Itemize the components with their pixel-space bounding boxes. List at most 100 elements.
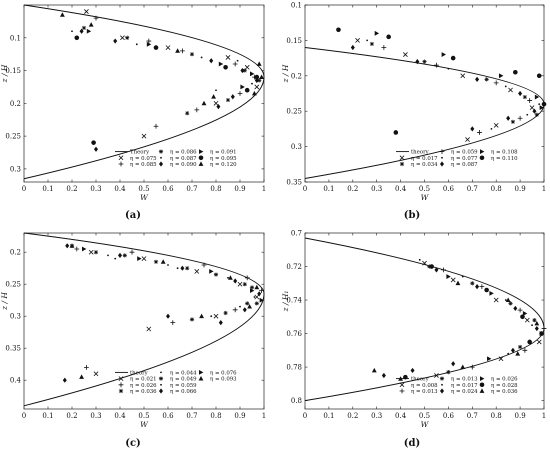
data-point [489, 290, 494, 296]
data-point [539, 105, 545, 111]
legend-marker [439, 376, 445, 381]
data-series [81, 25, 262, 116]
data-point [122, 253, 127, 258]
legend-entry-label: η = 0.017 [411, 156, 438, 162]
legend-marker [399, 382, 405, 388]
legend-marker [159, 161, 163, 167]
x-tick-label: 1 [262, 412, 266, 420]
legend-entry-label: η = 0.013 [411, 389, 438, 395]
data-point [209, 269, 214, 274]
legend-marker [441, 383, 443, 386]
data-point [465, 137, 470, 142]
x-tick-label: 0.7 [467, 412, 478, 420]
data-point [180, 265, 185, 271]
legend-marker [118, 161, 124, 167]
data-point [236, 59, 239, 62]
data-series [84, 9, 260, 139]
data-point [374, 30, 380, 36]
x-axis-label: W [140, 193, 149, 202]
data-point [79, 374, 84, 379]
legend-marker [479, 382, 485, 388]
data-series [74, 35, 260, 145]
chart-panel-1: 0 0.1 0.2 0.3 0.4 0.5 0.6 0.7 0.8 0.9 1 0.1 0.15 0.2 0… [0, 4, 266, 221]
data-point [170, 320, 176, 325]
data-point [153, 123, 159, 129]
legend-marker [198, 155, 204, 161]
data-point [259, 297, 264, 303]
x-tick-label: 0.4 [114, 412, 126, 420]
data-point [251, 82, 253, 85]
legend-entry-label: η = 0.059 [451, 150, 478, 156]
data-point [244, 87, 250, 93]
legend-entry-label: η = 0.021 [130, 377, 157, 383]
data-point [427, 264, 432, 269]
data-point [245, 301, 250, 306]
data-point [180, 48, 185, 54]
data-series [355, 38, 535, 142]
x-tick-label: 0.8 [491, 185, 502, 193]
data-point [493, 80, 499, 86]
data-point [194, 269, 200, 274]
chart-panel-3: 0 0.1 0.2 0.3 0.4 0.5 0.6 0.7 0.8 0.9 1 0.2 0.25 0.3 0… [0, 232, 266, 449]
data-point [254, 74, 260, 80]
data-series [381, 45, 533, 135]
data-point [74, 246, 80, 252]
data-series [93, 15, 257, 129]
data-point [113, 38, 118, 44]
legend-entry-label: η = 0.026 [491, 377, 518, 383]
legend-entry-label: η = 0.095 [210, 156, 237, 162]
data-point [257, 291, 262, 297]
data-point [538, 103, 541, 106]
data-series [403, 264, 544, 380]
data-point [167, 264, 169, 266]
x-tick-label: 0.2 [66, 185, 77, 193]
data-point [460, 73, 466, 79]
data-series [350, 44, 537, 132]
data-point [71, 30, 73, 33]
legend-marker [479, 388, 485, 393]
data-point [429, 264, 434, 269]
data-point [507, 352, 510, 355]
x-tick-label: 0.1 [323, 412, 334, 420]
data-point [237, 281, 243, 287]
data-point [381, 45, 387, 50]
legend-marker [399, 388, 405, 394]
data-series [441, 267, 547, 370]
data-point [84, 9, 89, 14]
data-point [69, 243, 75, 248]
x-tick-label: 0.8 [210, 185, 221, 193]
legend-entry-label: η = 0.090 [170, 162, 197, 168]
data-point [62, 377, 67, 383]
x-tick-label: 0.6 [162, 185, 174, 193]
data-point [81, 25, 87, 31]
data-point [515, 351, 521, 356]
data-point [218, 61, 224, 67]
legend-entry-label: η = 0.049 [170, 377, 197, 383]
data-point [475, 76, 480, 82]
y-tick-label: 0.3 [10, 313, 21, 321]
data-point [336, 27, 341, 33]
data-point [213, 313, 219, 319]
data-point [469, 364, 475, 370]
x-tick-label: 0.1 [42, 412, 53, 420]
data-point [223, 64, 228, 70]
y-tick-label: 0.3 [10, 165, 21, 173]
data-point [223, 310, 228, 316]
data-point [189, 52, 195, 57]
data-point [242, 68, 247, 73]
data-point [244, 64, 250, 70]
legend-entry-label: η = 0.034 [411, 162, 438, 168]
legend-marker [118, 155, 124, 161]
data-point [200, 56, 203, 59]
legend-marker [199, 149, 204, 154]
data-point [118, 252, 122, 258]
data-point [434, 373, 439, 378]
x-tick-label: 0 [22, 412, 26, 420]
legend-entry-label: η = 0.008 [411, 383, 438, 389]
data-series [371, 280, 540, 381]
x-tick-label: 0.5 [419, 185, 430, 193]
data-point [532, 108, 537, 114]
data-point [422, 59, 427, 64]
